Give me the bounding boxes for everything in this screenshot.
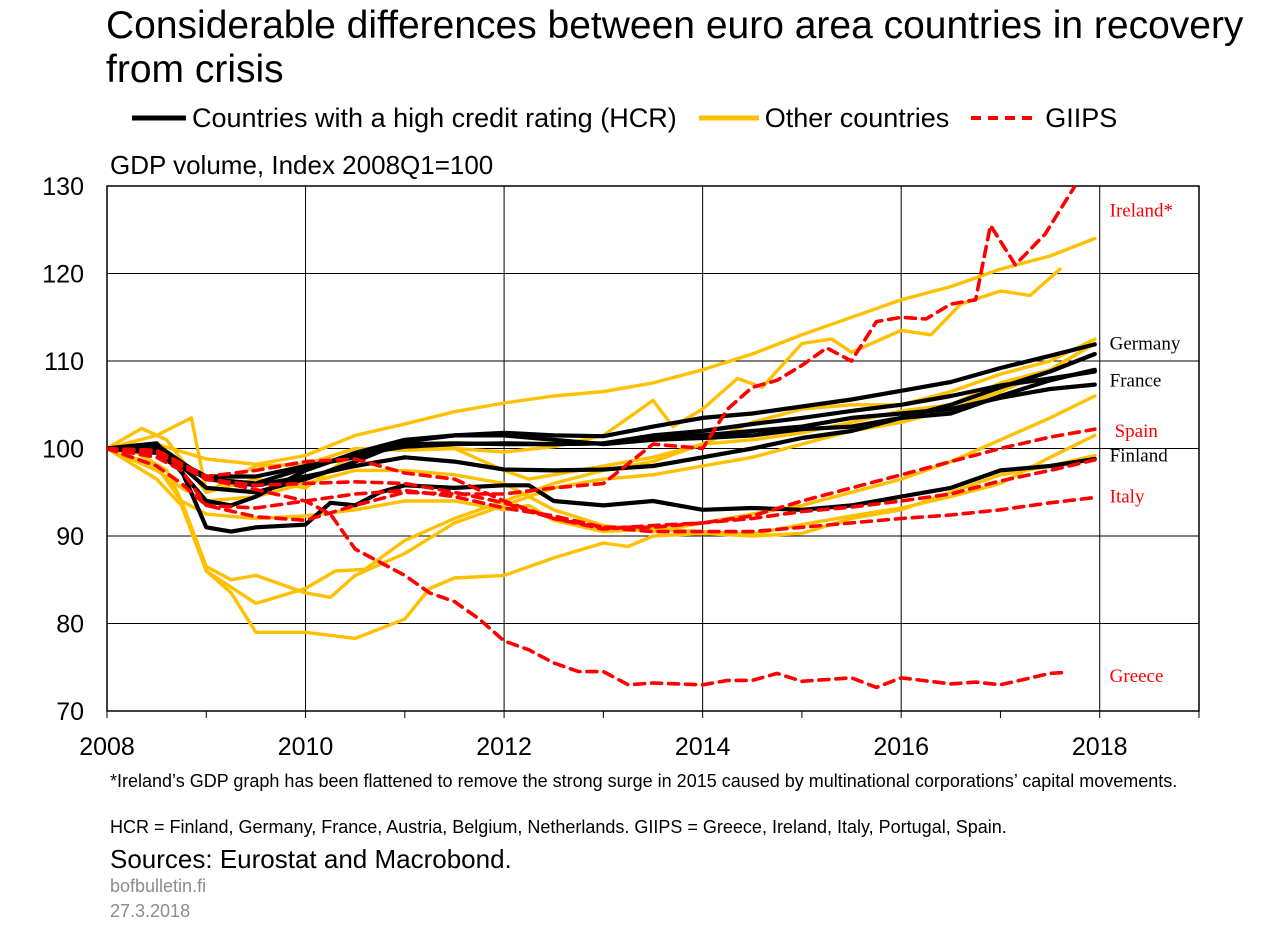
footnote-ireland: *Ireland’s GDP graph has been flattened … (110, 771, 1178, 791)
legend-label-hcr: Countries with a high credit rating (HCR… (192, 102, 677, 133)
series-line-other-f (107, 446, 1097, 641)
x-tick-label: 2010 (278, 733, 334, 761)
legend-item-hcr: Countries with a high credit rating (HCR… (132, 103, 677, 134)
legend-swatch-other (698, 115, 759, 121)
y-tick-label: 70 (56, 698, 84, 726)
x-tick-label: 2018 (1072, 733, 1128, 761)
series-line-germany (107, 342, 1097, 508)
x-tick-label: 2014 (675, 733, 731, 761)
x-tick-label: 2012 (476, 733, 532, 761)
series-line-other-b (107, 236, 1097, 466)
series-line-finland (107, 446, 1097, 534)
legend-label-other: Other countries (764, 102, 950, 133)
annotation-spain: Spain (1115, 421, 1159, 442)
legend-label-giips: GIIPS (1045, 102, 1118, 133)
y-tick-label: 80 (56, 611, 84, 639)
chart-title: Considerable differences between euro ar… (106, 4, 1244, 91)
annotation-ireland: Ireland* (1110, 201, 1173, 222)
chart-subtitle: GDP volume, Index 2008Q1=100 (110, 150, 494, 180)
series-line-other-h (107, 394, 1097, 534)
annotation-france: France (1110, 370, 1162, 391)
x-tick-label: 2008 (79, 733, 135, 761)
annotation-greece: Greece (1110, 666, 1164, 687)
sources-text: Sources: Eurostat and Macrobond. (110, 844, 512, 874)
series-line-ireland (107, 186, 1077, 523)
legend-item-other: Other countries (698, 102, 950, 134)
x-tick-label: 2016 (873, 733, 929, 761)
series-line-italy (107, 446, 1097, 534)
y-tick-label: 100 (42, 436, 84, 464)
y-tick-label: 130 (42, 173, 84, 201)
series-line-austria (107, 367, 1097, 495)
series-line-portugal (107, 446, 1097, 531)
legend-swatch-hcr (132, 115, 186, 121)
series-line-other-a (107, 267, 1062, 494)
footnote-groups: HCR = Finland, Germany, France, Austria,… (110, 817, 1007, 837)
series-line-other-d (107, 341, 1097, 606)
annotation-germany: Germany (1110, 334, 1181, 355)
publish-date: 27.3.2018 (110, 901, 191, 921)
annotation-finland: Finland (1110, 446, 1169, 467)
series-line-greece (107, 446, 1067, 690)
y-tick-label: 110 (44, 348, 84, 376)
legend-swatch-giips (971, 116, 1040, 120)
y-tick-label: 90 (56, 523, 84, 551)
annotation-italy: Italy (1110, 487, 1145, 508)
y-tick-label: 120 (42, 261, 84, 289)
legend-item-giips: GIIPS (971, 103, 1117, 134)
site-link[interactable]: bofbulletin.fi (110, 876, 207, 896)
line-chart: 70 80 90 100 110 120 130 2008 2010 2012 2014 2016 20… (42, 173, 1200, 761)
legend: Countries with a high credit rating (HCR… (132, 98, 1139, 138)
